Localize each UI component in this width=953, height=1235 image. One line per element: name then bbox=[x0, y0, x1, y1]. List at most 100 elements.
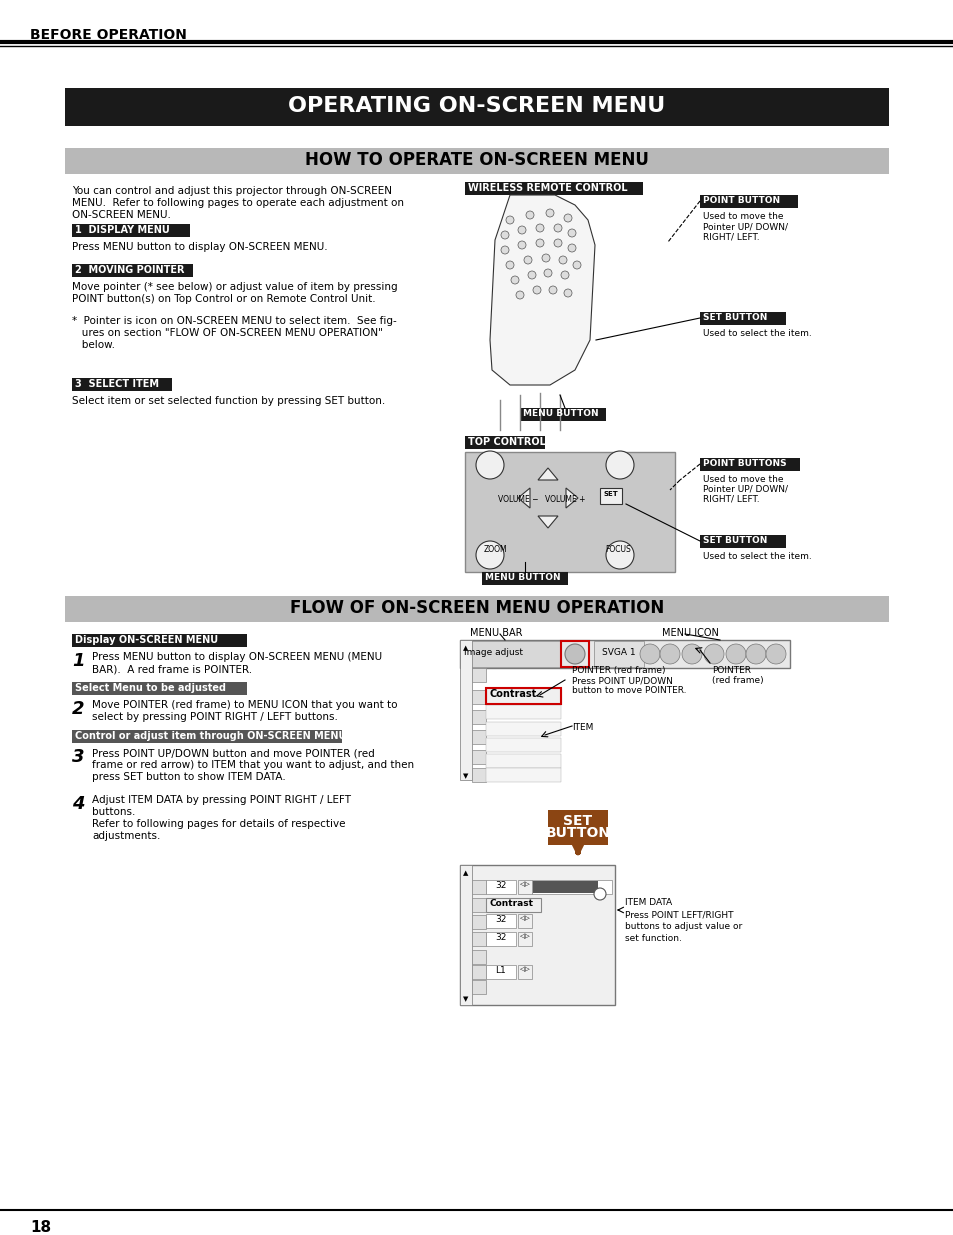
Circle shape bbox=[605, 541, 634, 569]
Bar bbox=[65, 88, 888, 126]
Text: Select item or set selected function by pressing SET button.: Select item or set selected function by … bbox=[71, 396, 385, 406]
Text: SET: SET bbox=[603, 492, 618, 496]
Text: You can control and adjust this projector through ON-SCREEN: You can control and adjust this projecto… bbox=[71, 186, 392, 196]
Circle shape bbox=[505, 216, 514, 224]
Bar bbox=[464, 452, 675, 572]
Circle shape bbox=[681, 643, 701, 664]
Circle shape bbox=[536, 240, 543, 247]
Polygon shape bbox=[537, 468, 558, 480]
Circle shape bbox=[659, 643, 679, 664]
Text: 3  SELECT ITEM: 3 SELECT ITEM bbox=[75, 379, 159, 389]
Bar bbox=[517, 932, 532, 946]
Text: ◁▷: ◁▷ bbox=[519, 881, 530, 887]
Bar bbox=[700, 195, 797, 207]
Bar bbox=[472, 950, 485, 965]
Circle shape bbox=[560, 270, 568, 279]
Text: FOCUS: FOCUS bbox=[604, 545, 630, 555]
Text: BUTTON: BUTTON bbox=[545, 826, 610, 840]
Bar bbox=[472, 898, 485, 911]
Text: ◁▷: ◁▷ bbox=[519, 932, 530, 939]
Circle shape bbox=[505, 261, 514, 269]
Bar bbox=[472, 690, 485, 704]
Circle shape bbox=[541, 254, 550, 262]
Text: Adjust ITEM DATA by pressing POINT RIGHT / LEFT: Adjust ITEM DATA by pressing POINT RIGHT… bbox=[91, 795, 351, 805]
Bar bbox=[472, 915, 485, 929]
Bar bbox=[547, 810, 607, 845]
Bar bbox=[71, 682, 247, 695]
Circle shape bbox=[573, 261, 580, 269]
Bar bbox=[485, 739, 560, 752]
Text: 32: 32 bbox=[495, 881, 506, 890]
Circle shape bbox=[567, 228, 576, 237]
Polygon shape bbox=[537, 516, 558, 529]
Circle shape bbox=[545, 209, 554, 217]
Bar bbox=[464, 436, 544, 450]
Text: ◁▷: ◁▷ bbox=[519, 915, 530, 921]
Bar bbox=[472, 932, 485, 946]
Text: MENU BAR: MENU BAR bbox=[470, 629, 522, 638]
Circle shape bbox=[511, 275, 518, 284]
Text: Move POINTER (red frame) to MENU ICON that you want to: Move POINTER (red frame) to MENU ICON th… bbox=[91, 700, 397, 710]
Text: set function.: set function. bbox=[624, 934, 681, 944]
Text: Used to select the item.: Used to select the item. bbox=[702, 552, 811, 561]
Text: TOP CONTROL: TOP CONTROL bbox=[468, 437, 545, 447]
Text: Contrast: Contrast bbox=[490, 899, 534, 908]
Bar bbox=[485, 755, 560, 768]
Bar bbox=[71, 224, 190, 237]
Text: Pointer UP/ DOWN/: Pointer UP/ DOWN/ bbox=[702, 222, 787, 231]
Bar bbox=[485, 688, 560, 704]
Bar bbox=[472, 981, 485, 994]
Text: POINT BUTTONS: POINT BUTTONS bbox=[702, 459, 786, 468]
Text: Contrast: Contrast bbox=[490, 689, 537, 699]
Text: MENU.  Refer to following pages to operate each adjustment on: MENU. Refer to following pages to operat… bbox=[71, 198, 403, 207]
Bar bbox=[517, 965, 532, 979]
Text: select by pressing POINT RIGHT / LEFT buttons.: select by pressing POINT RIGHT / LEFT bu… bbox=[91, 713, 337, 722]
Text: POINTER: POINTER bbox=[711, 666, 750, 676]
Text: MENU BUTTON: MENU BUTTON bbox=[522, 409, 598, 417]
Text: 32: 32 bbox=[495, 915, 506, 924]
Circle shape bbox=[554, 224, 561, 232]
Polygon shape bbox=[517, 488, 530, 508]
Text: buttons.: buttons. bbox=[91, 806, 135, 818]
Bar bbox=[700, 458, 800, 471]
Circle shape bbox=[594, 888, 605, 900]
Text: SET BUTTON: SET BUTTON bbox=[702, 312, 766, 322]
Polygon shape bbox=[565, 488, 578, 508]
Bar bbox=[71, 264, 193, 277]
Circle shape bbox=[533, 287, 540, 294]
Text: press SET button to show ITEM DATA.: press SET button to show ITEM DATA. bbox=[91, 772, 286, 782]
Text: Move pointer (* see below) or adjust value of item by pressing: Move pointer (* see below) or adjust val… bbox=[71, 282, 397, 291]
Text: Display ON-SCREEN MENU: Display ON-SCREEN MENU bbox=[75, 635, 218, 645]
Bar bbox=[485, 965, 516, 979]
Circle shape bbox=[639, 643, 659, 664]
Text: Used to select the item.: Used to select the item. bbox=[702, 329, 811, 338]
Bar bbox=[519, 408, 605, 421]
Text: *  Pointer is icon on ON-SCREEN MENU to select item.  See fig-: * Pointer is icon on ON-SCREEN MENU to s… bbox=[71, 316, 396, 326]
Text: RIGHT/ LEFT.: RIGHT/ LEFT. bbox=[702, 495, 759, 504]
Bar bbox=[464, 182, 642, 195]
Text: BAR).  A red frame is POINTER.: BAR). A red frame is POINTER. bbox=[91, 664, 252, 674]
Text: Press POINT UP/DOWN button and move POINTER (red: Press POINT UP/DOWN button and move POIN… bbox=[91, 748, 375, 758]
Bar bbox=[700, 312, 785, 325]
Bar bbox=[460, 641, 560, 667]
Circle shape bbox=[476, 541, 503, 569]
Bar bbox=[71, 634, 247, 647]
Circle shape bbox=[516, 291, 523, 299]
Text: ZOOM: ZOOM bbox=[483, 545, 507, 555]
Bar bbox=[472, 768, 485, 782]
Bar bbox=[65, 597, 888, 622]
Text: SVGA 1: SVGA 1 bbox=[601, 648, 635, 657]
Circle shape bbox=[523, 256, 532, 264]
Text: Control or adjust item through ON-SCREEN MENU: Control or adjust item through ON-SCREEN… bbox=[75, 731, 346, 741]
Circle shape bbox=[527, 270, 536, 279]
Text: 2  MOVING POINTER: 2 MOVING POINTER bbox=[75, 266, 184, 275]
Circle shape bbox=[765, 643, 785, 664]
Text: buttons to adjust value or: buttons to adjust value or bbox=[624, 923, 741, 931]
Bar bbox=[599, 488, 621, 504]
Text: Press POINT UP/DOWN: Press POINT UP/DOWN bbox=[572, 676, 672, 685]
Text: Pointer UP/ DOWN/: Pointer UP/ DOWN/ bbox=[702, 485, 787, 494]
Text: FLOW OF ON-SCREEN MENU OPERATION: FLOW OF ON-SCREEN MENU OPERATION bbox=[290, 599, 663, 618]
Text: MENU BUTTON: MENU BUTTON bbox=[484, 573, 560, 582]
Bar bbox=[485, 705, 560, 719]
Text: 1  DISPLAY MENU: 1 DISPLAY MENU bbox=[75, 225, 170, 235]
